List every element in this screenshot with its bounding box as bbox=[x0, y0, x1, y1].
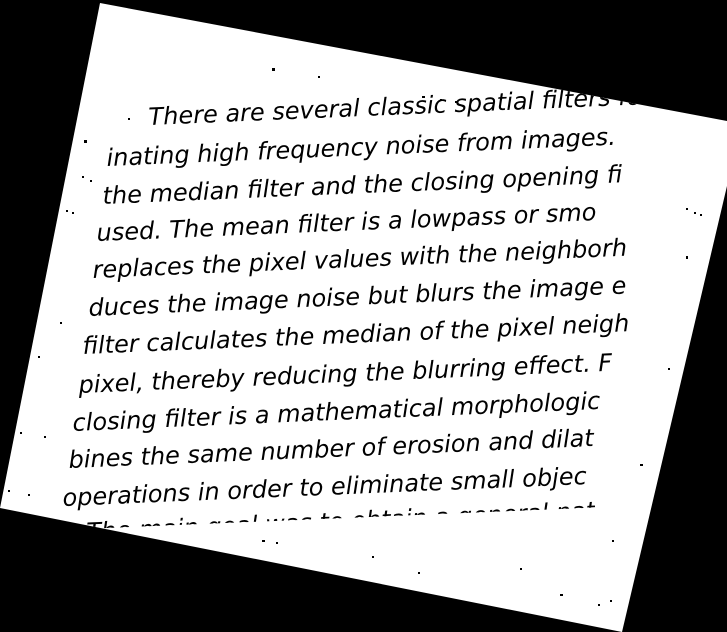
paper-area bbox=[0, 3, 727, 632]
